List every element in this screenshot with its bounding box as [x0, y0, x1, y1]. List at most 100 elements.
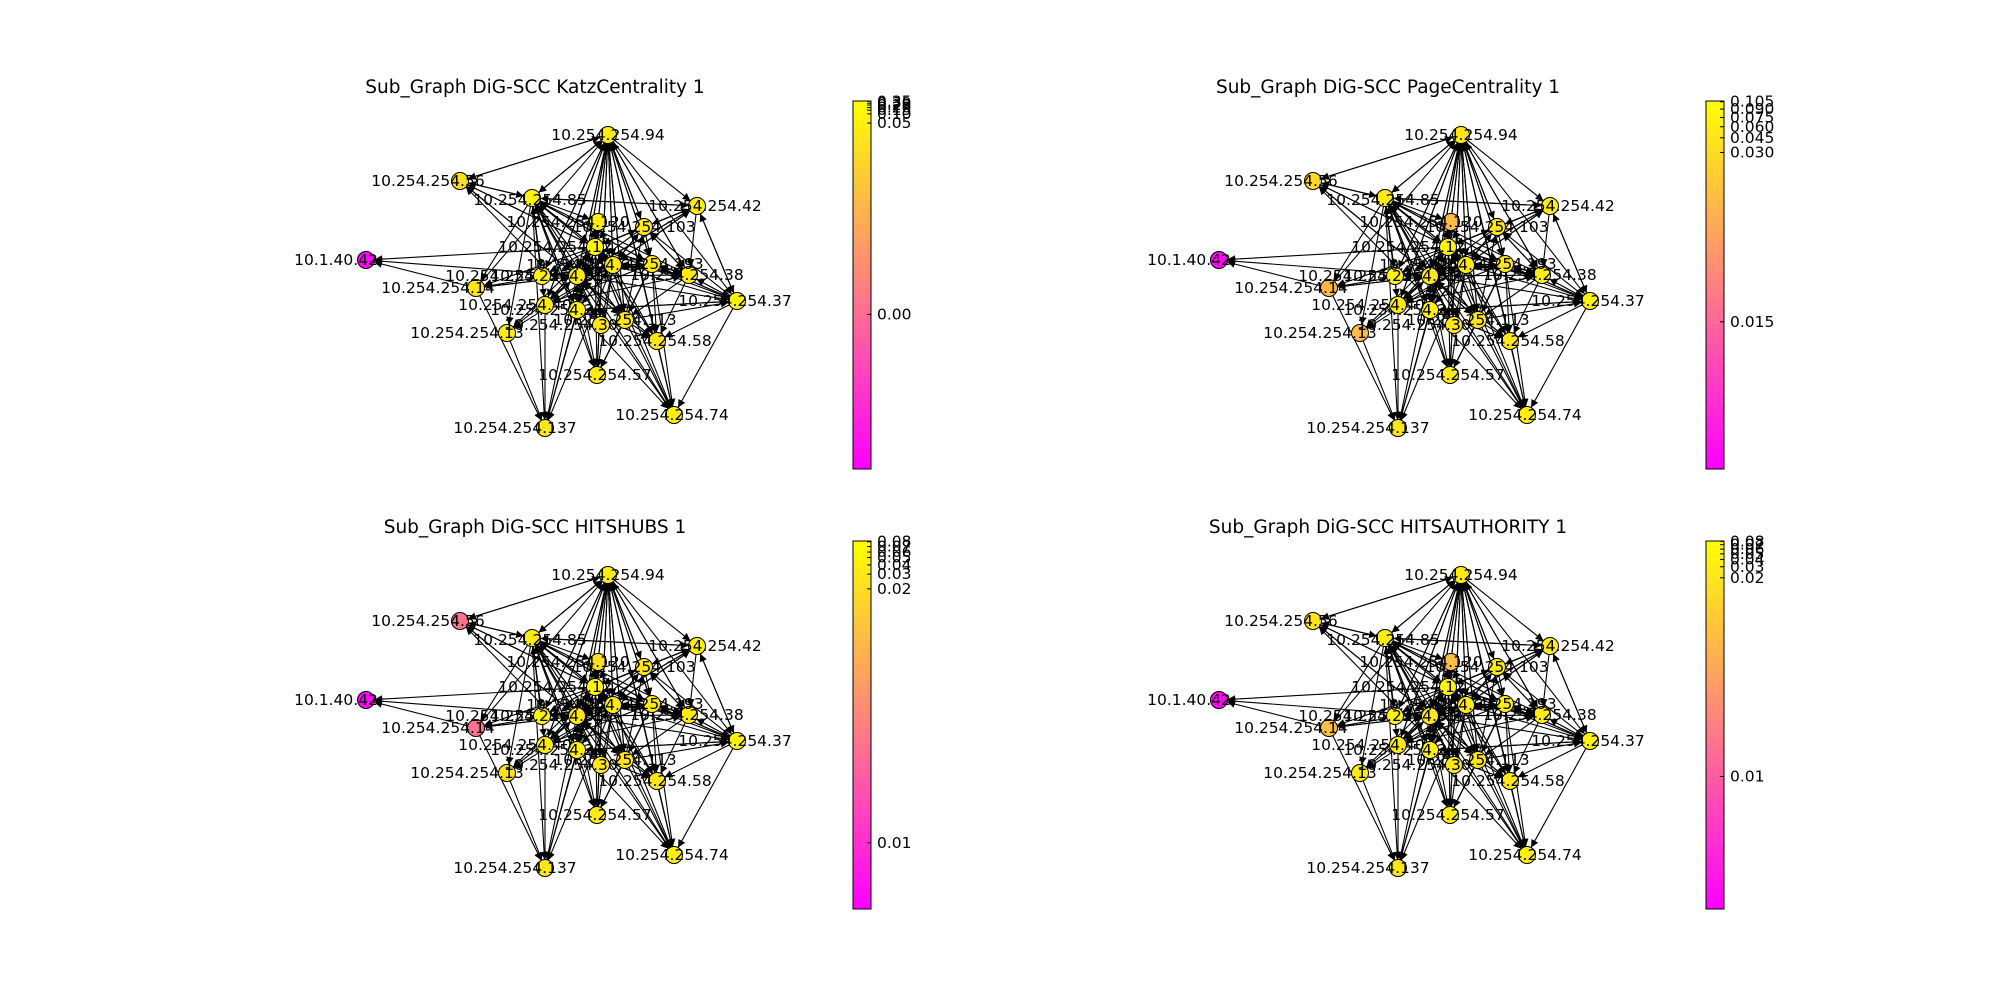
graph-edge [1405, 708, 1459, 742]
graph-node [1533, 266, 1551, 284]
graph-node [1541, 197, 1559, 215]
graph-edge [1474, 706, 1582, 741]
node-label: 10.254.254.25 [1298, 707, 1411, 725]
node-label: 10.254.254.14 [1234, 279, 1347, 297]
graph-edge [607, 583, 617, 697]
graph-edge [1332, 735, 1395, 861]
graph-edge [1497, 235, 1506, 256]
graph-edge [614, 139, 691, 202]
node-label: 10.254.254.30 [1357, 756, 1470, 774]
graph-edge [466, 185, 571, 272]
node-label: 10.254.254.57 [1391, 806, 1504, 824]
graph-node [568, 267, 586, 285]
colorbar-tick-label: 0.030 [1730, 144, 1774, 162]
graph-node [1488, 218, 1506, 236]
colorbar-tick-label: 0.02 [877, 580, 912, 598]
graph-edge [610, 142, 642, 220]
graph-node [1320, 719, 1338, 737]
graph-node [568, 301, 586, 319]
graph-edge [468, 622, 524, 639]
colorbar-tick-label: 0.05 [877, 549, 912, 567]
graph-edge [1430, 695, 1447, 742]
graph-edge [1460, 143, 1470, 257]
node-label: 10.254.254.30 [504, 316, 617, 334]
graph-node [588, 366, 606, 384]
graph-edge [628, 271, 649, 313]
graph-node [1581, 732, 1599, 750]
graph-edge [1362, 340, 1396, 421]
node-label: 10.254.254.38 [1483, 706, 1596, 724]
graph-node [1210, 691, 1228, 709]
graph-edge [1540, 214, 1550, 267]
node-label: 10.254.254.58 [598, 332, 711, 350]
graph-edge [1430, 255, 1447, 302]
graph-node [1389, 419, 1407, 437]
graph-edge [1320, 136, 1454, 180]
graph-node [589, 653, 607, 671]
node-label: 10.254.254.13 [410, 324, 523, 342]
graph-edge [1433, 723, 1451, 758]
graph-edge [545, 582, 605, 709]
graph-edge [580, 723, 598, 758]
node-label: 10.254.254.14 [381, 719, 494, 737]
graph-edge [1468, 712, 1525, 848]
graph-edge [1469, 712, 1507, 774]
graph-edge [585, 740, 729, 753]
graph-edge [699, 653, 735, 734]
colorbar-tick-label: 0.15 [877, 101, 912, 119]
graph-edge [1474, 266, 1582, 301]
graph-edge [1388, 205, 1451, 318]
graph-edge [1470, 673, 1493, 699]
node-label: 10.254.254.30 [1357, 316, 1470, 334]
graph-edge [1437, 266, 1459, 275]
graph-edge [595, 255, 604, 317]
graph-node [588, 806, 606, 824]
colorbar-tick-label: 0.015 [1730, 313, 1774, 331]
graph-edge [1389, 644, 1474, 754]
graph-node [1376, 189, 1394, 207]
graph-edge [1429, 143, 1460, 268]
graph-edge [1227, 260, 1321, 287]
graph-edge [1436, 720, 1504, 777]
graph-edge [576, 583, 607, 708]
graph-node [1386, 707, 1404, 725]
node-label: 10.254.254.94 [551, 126, 664, 144]
colorbar-tick-label: 0.20 [877, 99, 912, 117]
graph-edge [1359, 646, 1384, 765]
colorbar: 0.00 0.050.100.150.200.250.300.35 [852, 92, 912, 470]
graph-edge [536, 204, 621, 314]
graph-edge [1319, 625, 1424, 712]
graph-node [1304, 172, 1322, 190]
colorbar-tick-label: 0.03 [1730, 558, 1765, 576]
node-label: 10.254.254.37 [678, 732, 791, 750]
node-label: 10.254.254.56 [1224, 612, 1337, 630]
colorbar-tick-label: 0.01 [877, 834, 912, 852]
graph-edge [602, 669, 637, 685]
node-label: 10.254.254.120 [506, 213, 629, 231]
graph-edge [1392, 640, 1444, 661]
graph-edge [538, 580, 602, 633]
graph-edge [1461, 583, 1481, 752]
node-label: 10.254.254.42 [648, 197, 761, 215]
node-label: 10.254.254.56 [371, 172, 484, 190]
graph-edge [660, 722, 686, 774]
graph-edge [612, 581, 733, 735]
node-label: 10.254.254.58 [1451, 772, 1564, 790]
graph-node [592, 316, 610, 334]
graph-edge [1400, 712, 1464, 861]
node-label: 10.1.40.42 [1147, 251, 1231, 269]
graph-edge [619, 210, 691, 261]
colorbar-tick-label: 0.05 [1730, 545, 1765, 563]
panel-title: Sub_Graph DiG-SCC HITSHUBS 1 [384, 517, 687, 538]
graph-edge [616, 272, 654, 334]
graph-edge [1463, 142, 1495, 220]
graph-edge [534, 645, 575, 743]
graph-edge [644, 235, 653, 256]
graph-edge [1517, 744, 1583, 778]
graph-node [616, 751, 634, 769]
graph-node [357, 251, 375, 269]
graph-node [1496, 695, 1514, 713]
colorbar-tick-label: 0.090 [1730, 100, 1774, 118]
panel-title: Sub_Graph DiG-SCC PageCentrality 1 [1216, 77, 1560, 98]
graph-edge [1511, 789, 1528, 847]
